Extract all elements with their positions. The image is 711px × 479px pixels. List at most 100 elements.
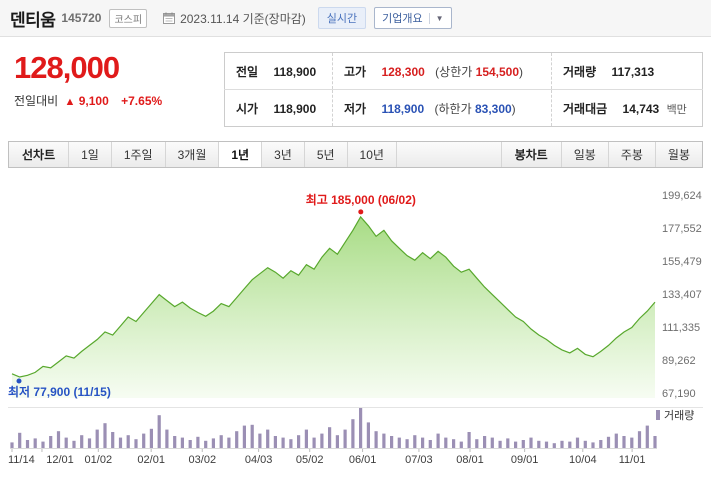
volume-bar	[421, 437, 425, 448]
volume-bar	[18, 432, 22, 448]
tab-period-1week[interactable]: 1주일	[112, 142, 166, 167]
trade-value-cell: 거래대금 14,743 백만	[551, 89, 703, 127]
stock-code: 145720	[61, 11, 102, 25]
volume-bar	[645, 425, 649, 448]
volume-bar	[544, 441, 549, 448]
x-axis-label: 06/01	[349, 454, 377, 466]
volume-value: 117,313	[611, 64, 655, 79]
price-chart: 199,624 177,552 155,479 133,407 111,335 89,26…	[8, 190, 703, 466]
change-label: 전일대비	[14, 94, 59, 108]
volume-bar	[614, 433, 618, 448]
volume-bar	[351, 419, 355, 448]
volume-bar	[219, 435, 223, 448]
x-axis-label: 03/02	[189, 454, 217, 466]
tab-candle-monthly[interactable]: 월봉	[667, 148, 690, 162]
lower-limit-value: 83,300	[474, 101, 512, 116]
tab-period-3year[interactable]: 3년	[262, 142, 305, 167]
stock-name: 덴티움	[10, 10, 56, 30]
market-badge: 코스피	[109, 8, 148, 28]
volume-bar	[10, 442, 14, 448]
low-value: 118,900	[381, 101, 425, 116]
volume-bar	[165, 429, 169, 448]
volume-bar	[382, 433, 386, 448]
volume-bar	[273, 436, 277, 448]
y-axis-label: 111,335	[662, 322, 700, 334]
volume-bar	[196, 436, 200, 448]
high-price-cell: 고가 128,300 (상한가 154,500)	[332, 52, 552, 90]
volume-bar	[173, 436, 177, 448]
volume-bar	[622, 436, 626, 448]
volume-bar	[591, 442, 595, 448]
volume-bar	[397, 437, 401, 448]
volume-bar	[583, 440, 587, 448]
volume-bar	[521, 440, 525, 448]
volume-bar	[134, 439, 138, 448]
volume-bar	[575, 437, 580, 448]
volume-bar	[281, 437, 285, 448]
volume-bar	[235, 431, 239, 448]
reference-date: 2023.11.14 기준(장마감)	[180, 11, 306, 26]
x-axis-label: 05/02	[296, 454, 324, 466]
tab-period-5year[interactable]: 5년	[305, 142, 348, 167]
volume-bar	[467, 432, 471, 448]
price-line	[11, 215, 656, 378]
volume-bar	[328, 427, 332, 448]
x-axis-label: 09/01	[511, 454, 539, 466]
volume-bar	[64, 437, 68, 448]
volume-bar	[529, 437, 533, 448]
max-price-dot	[358, 209, 364, 215]
volume-bar	[452, 439, 456, 448]
volume-bar	[428, 440, 432, 448]
chart-tab-bar: 선차트 1일 1주일 3개월 1년 3년 5년 10년 봉차트 일봉 주봉 월봉	[8, 141, 703, 168]
volume-bar	[41, 441, 45, 448]
prev-close-label: 전일	[236, 64, 259, 79]
tab-candle-daily[interactable]: 일봉	[562, 142, 609, 167]
realtime-badge[interactable]: 실시간	[317, 7, 367, 29]
volume-bar	[95, 429, 99, 448]
volume-bar	[157, 415, 161, 448]
volume-bar	[304, 429, 308, 448]
volume-bar	[204, 440, 208, 448]
upper-limit-value: 154,500	[475, 64, 520, 79]
tab-period-1year-selected[interactable]: 1년	[219, 142, 263, 167]
volume-bar	[653, 436, 657, 448]
company-overview-button[interactable]: 기업개요 ▼	[374, 7, 452, 29]
header-bar: 덴티움 145720 코스피 2023.11.14 기준(장마감) 실시간 기업…	[0, 0, 711, 37]
volume-bar	[436, 433, 440, 448]
open-label: 시가	[236, 101, 259, 116]
volume-bar	[289, 439, 293, 448]
volume-bar	[227, 437, 231, 448]
volume-bar	[374, 431, 378, 448]
price-change-line: 전일대비 ▲ 9,100 +7.65%	[14, 92, 162, 109]
tab-period-10year[interactable]: 10년	[348, 142, 397, 167]
x-axis-label: 08/01	[456, 454, 484, 466]
volume-bar	[142, 433, 146, 448]
low-price-cell: 저가 118,900 (하한가 83,300)	[332, 89, 552, 127]
tab-period-1day[interactable]: 1일	[69, 142, 112, 167]
max-price-annotation: 최고 185,000 (06/02)	[306, 192, 416, 207]
volume-bar	[475, 439, 479, 448]
volume-bar	[258, 433, 262, 448]
volume-bar	[637, 431, 642, 448]
volume-bar	[560, 440, 564, 448]
volume-bar	[242, 425, 246, 448]
volume-bar	[312, 437, 316, 448]
volume-bar	[405, 439, 409, 448]
volume-bar	[56, 431, 61, 448]
current-price: 128,000	[14, 50, 120, 85]
min-price-annotation: 최저 77,900 (11/15)	[8, 384, 111, 399]
x-axis-label: 04/03	[245, 454, 273, 466]
volume-bar	[459, 441, 463, 448]
tab-period-3month[interactable]: 3개월	[166, 142, 220, 167]
y-axis-label: 67,190	[662, 388, 696, 400]
y-axis-label: 89,262	[662, 355, 696, 367]
x-axis-label: 12/01	[46, 454, 74, 466]
y-axis-label: 177,552	[662, 223, 702, 235]
tab-bar-spacer	[397, 142, 501, 167]
lower-limit-label: (하한가	[434, 101, 472, 116]
volume-bar	[568, 441, 572, 448]
paren-close: )	[519, 64, 524, 79]
tab-candle-weekly[interactable]: 주봉	[609, 142, 656, 167]
change-value: 9,100	[78, 94, 109, 108]
volume-bar	[149, 428, 153, 448]
